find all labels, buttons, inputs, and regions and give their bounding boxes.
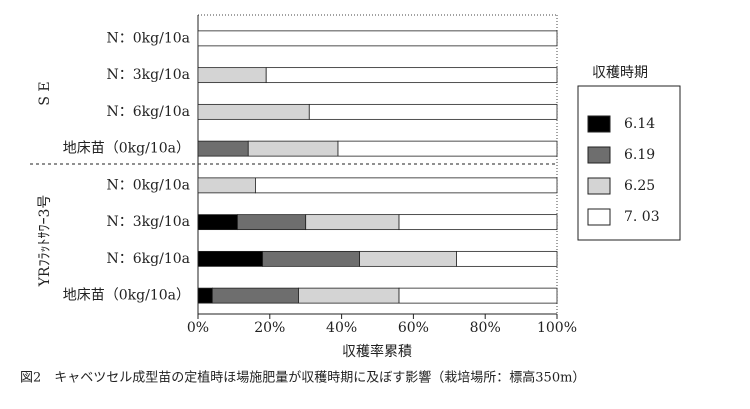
bar-segment xyxy=(265,67,558,84)
y-tick-label: N：6kg/10a xyxy=(107,251,190,267)
bar-segment xyxy=(197,140,249,157)
x-tick-label: 60% xyxy=(398,320,429,336)
legend-label: 6.14 xyxy=(624,116,655,132)
legend-box xyxy=(577,85,681,241)
group-label: YRﾌﾗｯﾄｻﾜｰ3号 xyxy=(37,195,53,288)
bar-segment xyxy=(262,250,360,267)
bar-segment xyxy=(237,214,307,231)
bar-segment xyxy=(305,214,400,231)
bar-segment xyxy=(359,250,457,267)
y-tick-label: N：3kg/10a xyxy=(107,214,190,230)
group-label: S E xyxy=(37,81,53,105)
x-tick-label: 80% xyxy=(470,320,501,336)
legend-swatch xyxy=(587,208,611,226)
bar-segment xyxy=(298,287,400,304)
legend-swatch xyxy=(587,146,611,164)
bar-segment xyxy=(197,214,238,231)
bar-segment xyxy=(398,287,558,304)
x-tick-label: 40% xyxy=(326,320,357,336)
bar-segment xyxy=(197,250,264,267)
bar-segment xyxy=(197,30,558,47)
bar-segment xyxy=(308,103,558,120)
bar-segment xyxy=(456,250,558,267)
y-tick-label: N：3kg/10a xyxy=(107,67,190,83)
x-axis-label: 収穫率累積 xyxy=(342,343,412,360)
legend-swatch xyxy=(587,177,611,195)
y-tick-label: N：0kg/10a xyxy=(107,30,190,46)
bar-segment xyxy=(337,140,558,157)
bar-segment xyxy=(398,214,558,231)
legend-label: 6.25 xyxy=(624,178,655,194)
x-tick-label: 100% xyxy=(537,320,577,336)
caption: 図2 キャベツセル成型苗の定植時ほ場施肥量が収穫時期に及ぼす影響（栽培場所：標高… xyxy=(20,370,585,386)
y-tick-label: 地床苗（0kg/10a） xyxy=(63,288,190,304)
bar-segment xyxy=(211,287,299,304)
bar-segment xyxy=(197,103,310,120)
x-tick-label: 0% xyxy=(187,320,209,336)
y-tick-label: N：0kg/10a xyxy=(107,177,190,193)
legend-swatch xyxy=(587,115,611,133)
bar-segment xyxy=(247,140,339,157)
legend-label: 6.19 xyxy=(624,147,655,163)
x-tick-label: 20% xyxy=(254,320,285,336)
legend-title: 収穫時期 xyxy=(592,65,648,81)
bar-segment xyxy=(255,177,558,194)
bar-segment xyxy=(197,67,267,84)
y-tick-label: N：6kg/10a xyxy=(107,104,190,120)
bar-segment xyxy=(197,177,256,194)
bar-segment xyxy=(197,287,213,304)
y-tick-label: 地床苗（0kg/10a） xyxy=(63,141,190,157)
legend-label: 7. 03 xyxy=(624,209,660,225)
